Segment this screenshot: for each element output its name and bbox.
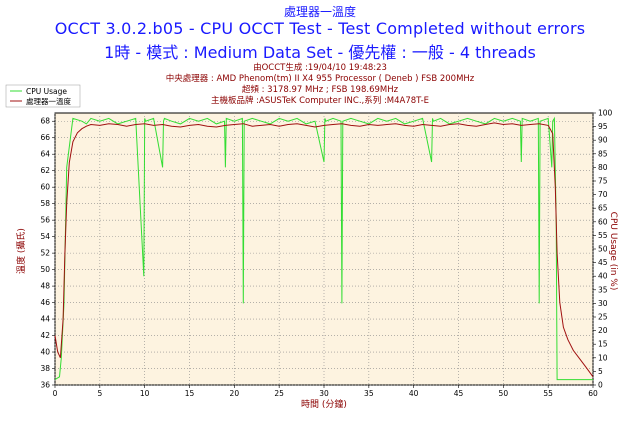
y-tick-label-left: 46 xyxy=(40,298,50,307)
y-tick-label-left: 68 xyxy=(40,117,50,126)
y-tick-label-left: 38 xyxy=(40,364,50,373)
y-tick-label-left: 54 xyxy=(40,232,50,241)
x-tick-label: 0 xyxy=(53,389,58,398)
x-tick-label: 60 xyxy=(588,389,598,398)
y-tick-label-right: 35 xyxy=(598,285,608,294)
y-tick-label-right: 80 xyxy=(598,163,608,172)
y-tick-label-right: 55 xyxy=(598,231,608,240)
y-tick-label-left: 50 xyxy=(40,265,50,274)
y-tick-label-left: 66 xyxy=(40,133,50,142)
y-tick-label-right: 15 xyxy=(598,340,608,349)
x-axis-label: 時間 (分鐘) xyxy=(301,398,347,410)
y-tick-label-right: 90 xyxy=(598,136,608,145)
y-tick-label-right: 45 xyxy=(598,258,608,267)
info-line-clock: 超頻 : 3178.97 MHz ; FSB 198.69MHz xyxy=(241,85,399,95)
info-line-cpu: 中央處理器 : AMD Phenom(tm) II X4 955 Process… xyxy=(165,74,475,84)
x-tick-label: 55 xyxy=(543,389,553,398)
y-tick-label-right: 40 xyxy=(598,272,608,281)
y-tick-label-left: 52 xyxy=(40,249,50,258)
y-tick-label-right: 0 xyxy=(598,381,603,390)
x-tick-label: 50 xyxy=(499,389,509,398)
series-group xyxy=(54,116,594,381)
x-tick-label: 10 xyxy=(140,389,150,398)
chart-title-line1: 處理器一溫度 xyxy=(283,5,356,19)
y-tick-label-right: 30 xyxy=(598,299,608,308)
y-tick-label-left: 60 xyxy=(40,183,50,192)
y-tick-label-left: 40 xyxy=(40,348,50,357)
y-tick-label-left: 44 xyxy=(40,315,50,324)
y-tick-label-right: 75 xyxy=(598,177,608,186)
y-axis-label-left: 溫度 (攝氏) xyxy=(15,228,27,274)
legend-box xyxy=(5,84,81,108)
x-tick-label: 40 xyxy=(409,389,419,398)
grid xyxy=(54,113,594,386)
y-tick-label-right: 20 xyxy=(598,326,608,335)
y-tick-label-right: 5 xyxy=(598,367,603,376)
x-tick-label: 35 xyxy=(364,389,374,398)
x-tick-label: 15 xyxy=(185,389,195,398)
y-tick-label-right: 25 xyxy=(598,313,608,322)
x-tick-label: 45 xyxy=(454,389,464,398)
y-tick-label-right: 95 xyxy=(598,122,608,131)
series-line-cpu-usage xyxy=(54,116,593,381)
y-tick-label-left: 36 xyxy=(40,381,50,390)
y-axis-label-right: CPU Usage (in %) xyxy=(608,212,618,291)
y-tick-label-right: 70 xyxy=(598,190,608,199)
y-tick-label-left: 58 xyxy=(40,199,50,208)
y-tick-label-left: 56 xyxy=(40,216,50,225)
x-tick-label: 5 xyxy=(97,389,102,398)
y-tick-label-right: 60 xyxy=(598,217,608,226)
y-tick-label-left: 64 xyxy=(40,150,50,159)
info-line-generated: 由OCCT生成 :19/04/10 19:48:23 xyxy=(253,63,387,73)
x-tick-label: 20 xyxy=(230,389,240,398)
y-tick-label-left: 42 xyxy=(40,331,50,340)
legend-label-temperature: 處理器一溫度 xyxy=(26,96,71,106)
y-tick-label-left: 62 xyxy=(40,166,50,175)
x-tick-label: 30 xyxy=(319,389,329,398)
y-tick-label-right: 10 xyxy=(598,353,608,362)
y-tick-label-right: 65 xyxy=(598,204,608,213)
ticks-group: 0 5 10 15 20 25 30 35 40 45 50 55 603638404244464850… xyxy=(40,109,612,399)
y-tick-label-right: 85 xyxy=(598,149,608,158)
chart-title-line3: 1時 - 模式 : Medium Data Set - 優先權 : 一般 - 4… xyxy=(104,43,536,62)
info-line-motherboard: 主機板品牌 :ASUSTeK Computer INC.,系列 :M4A78T-… xyxy=(210,96,430,106)
y-tick-label-left: 48 xyxy=(40,282,50,291)
y-tick-label-right: 100 xyxy=(598,109,613,118)
series-line-temperature xyxy=(54,122,594,378)
chart-title-line2: OCCT 3.0.2.b05 - CPU OCCT Test - Test Co… xyxy=(54,19,586,38)
y-tick-label-right: 50 xyxy=(598,245,608,254)
x-tick-label: 25 xyxy=(274,389,284,398)
legend-label-cpu-usage: CPU Usage xyxy=(26,87,67,96)
legend: CPU Usage 處理器一溫度 xyxy=(5,84,81,108)
